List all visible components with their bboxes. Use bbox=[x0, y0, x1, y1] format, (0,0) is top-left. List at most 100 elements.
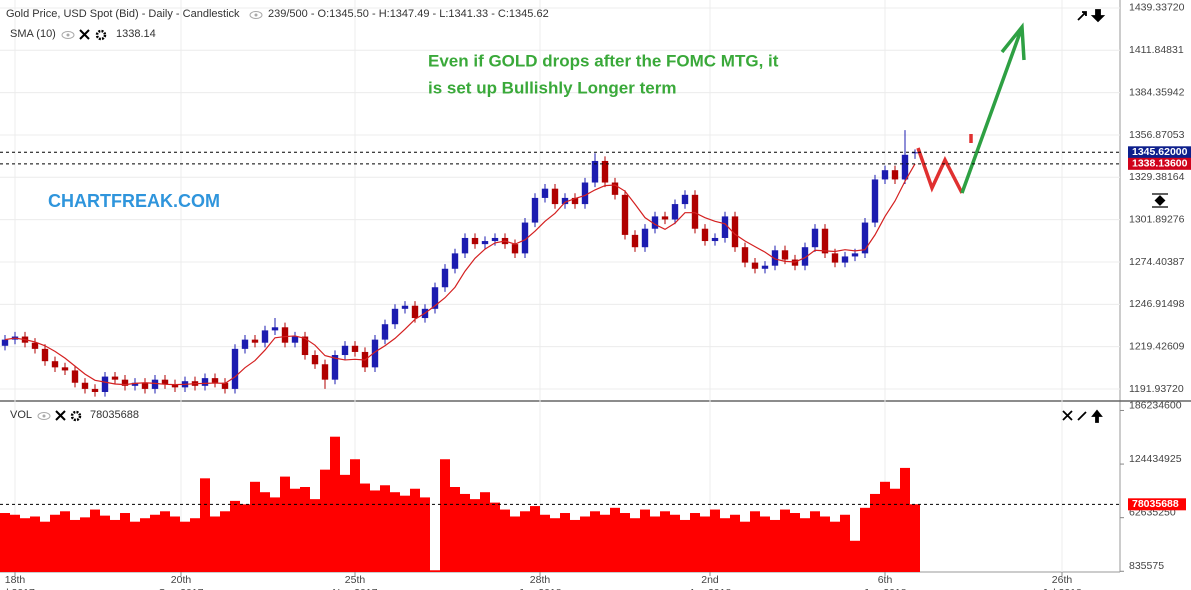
candle-body bbox=[151, 379, 159, 389]
candle-body bbox=[491, 237, 499, 242]
y-tick-label: 835575 bbox=[1129, 560, 1164, 572]
volume-bar bbox=[580, 516, 590, 572]
eye-icon[interactable] bbox=[61, 31, 75, 39]
volume-bar bbox=[640, 509, 650, 572]
close-icon[interactable] bbox=[55, 410, 66, 421]
candle-body bbox=[201, 378, 209, 386]
candle-body bbox=[301, 336, 309, 356]
candle-body bbox=[281, 327, 289, 343]
close-icon[interactable] bbox=[79, 29, 90, 40]
volume-bar bbox=[830, 521, 840, 572]
x-tick-label: 18th bbox=[5, 574, 26, 586]
candle-body bbox=[861, 222, 869, 254]
volume-bar bbox=[590, 511, 600, 572]
volume-bar bbox=[310, 499, 320, 572]
volume-bar bbox=[120, 513, 130, 572]
volume-bar bbox=[0, 513, 10, 572]
y-tick-label: 1356.87053 bbox=[1129, 129, 1185, 141]
volume-bar bbox=[500, 509, 510, 572]
candle-body bbox=[651, 216, 659, 229]
resize-icon[interactable] bbox=[1077, 9, 1106, 23]
candle-body bbox=[31, 342, 39, 349]
volume-bar bbox=[440, 459, 450, 572]
volume-bar bbox=[90, 509, 100, 572]
candle-body bbox=[761, 265, 769, 269]
candle-body bbox=[771, 250, 779, 266]
price-tag-label: 1345.62000 bbox=[1132, 146, 1188, 158]
panel-controls[interactable] bbox=[1062, 409, 1103, 423]
volume-bar bbox=[710, 509, 720, 572]
x-tick-label: 25th bbox=[345, 574, 366, 586]
y-tick-label: 1274.40387 bbox=[1129, 256, 1185, 268]
axis-scale-icon[interactable] bbox=[1152, 193, 1168, 208]
candle-body bbox=[1, 339, 9, 346]
candle-body bbox=[831, 253, 839, 263]
volume-bar bbox=[760, 516, 770, 572]
volume-bar bbox=[70, 519, 80, 572]
candle-body bbox=[101, 376, 109, 392]
volume-bar bbox=[80, 517, 90, 572]
volume-bar bbox=[510, 516, 520, 572]
settings-icon[interactable] bbox=[95, 29, 107, 41]
volume-bar bbox=[220, 511, 230, 572]
x-tick-label: 28th bbox=[530, 574, 551, 586]
drawn-projection bbox=[916, 147, 964, 194]
volume-bar bbox=[190, 518, 200, 572]
settings-icon[interactable] bbox=[70, 410, 82, 422]
sma-line bbox=[4, 163, 916, 386]
candle-body bbox=[901, 154, 909, 180]
volume-label: VOL bbox=[10, 409, 32, 421]
candle-body bbox=[871, 179, 879, 223]
volume-bar bbox=[790, 513, 800, 572]
candle-body bbox=[41, 348, 49, 362]
volume-bar bbox=[700, 516, 710, 572]
volume-bar bbox=[820, 516, 830, 572]
eye-icon[interactable] bbox=[249, 11, 263, 19]
candle-body bbox=[461, 237, 469, 254]
candle-body bbox=[601, 160, 609, 183]
volume-bar bbox=[330, 436, 340, 572]
candle-body bbox=[331, 355, 339, 380]
candle-body bbox=[621, 194, 629, 235]
volume-bar bbox=[210, 516, 220, 572]
y-tick-label: 1329.38164 bbox=[1129, 171, 1185, 183]
volume-bar bbox=[480, 492, 490, 572]
candle-body bbox=[231, 348, 239, 389]
y-tick-label: 1219.42609 bbox=[1129, 340, 1185, 352]
y-tick-label: 1411.84831 bbox=[1129, 44, 1184, 56]
y-tick-label: 186234600 bbox=[1129, 399, 1182, 411]
volume-bar bbox=[670, 514, 680, 572]
volume-bar bbox=[470, 499, 480, 572]
volume-bar bbox=[490, 502, 500, 572]
y-tick-label: 1439.33720 bbox=[1129, 2, 1185, 14]
candle-body bbox=[91, 388, 99, 392]
volume-bar bbox=[140, 518, 150, 572]
volume-bar bbox=[900, 467, 910, 572]
y-tick-label: 1191.93720 bbox=[1129, 383, 1184, 395]
volume-bar bbox=[430, 570, 440, 572]
eye-icon[interactable] bbox=[37, 412, 51, 420]
header-info: 239/500 - O:1345.50 - H:1347.49 - L:1341… bbox=[268, 8, 549, 20]
candle-body bbox=[611, 182, 619, 195]
volume-bar bbox=[270, 497, 280, 572]
candle-body bbox=[431, 287, 439, 309]
candle-body bbox=[671, 204, 679, 220]
volume-bar bbox=[770, 519, 780, 572]
volume-bar bbox=[280, 476, 290, 572]
volume-bar bbox=[850, 540, 860, 572]
candle-body bbox=[441, 268, 449, 288]
candle-body bbox=[71, 370, 79, 383]
candle-body bbox=[451, 253, 459, 269]
volume-bar bbox=[570, 519, 580, 572]
volume-bar bbox=[860, 507, 870, 572]
volume-bar bbox=[520, 511, 530, 572]
candle-body bbox=[801, 247, 809, 266]
candle-body bbox=[791, 259, 799, 266]
candle-body bbox=[731, 216, 739, 248]
price-tag bbox=[1128, 157, 1191, 170]
volume-bar bbox=[180, 521, 190, 572]
x-tick-label: 2nd bbox=[701, 574, 719, 586]
price-tag-label: 1338.13600 bbox=[1132, 158, 1188, 170]
